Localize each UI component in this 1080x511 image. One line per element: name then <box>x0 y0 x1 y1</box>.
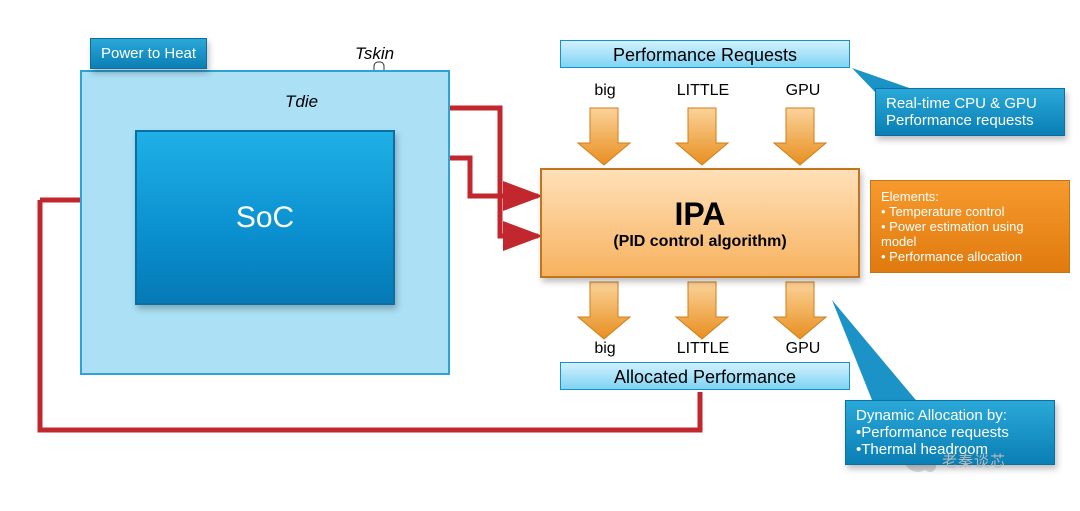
soc-block: SoC <box>135 130 395 305</box>
callout-dyn-title: Dynamic Allocation by: <box>856 407 1044 424</box>
tdie-label: Tdie <box>285 92 318 112</box>
col-in-gpu: GPU <box>778 82 828 100</box>
col-in-little: LITTLE <box>668 82 738 100</box>
col-out-big: big <box>580 340 630 358</box>
arrows-in <box>578 108 826 165</box>
ipa-block: IPA (PID control algorithm) <box>540 168 860 278</box>
callout-power-to-heat: Power to Heat <box>90 38 207 69</box>
alloc-perf-bar: Allocated Performance <box>560 362 850 390</box>
callout-rt-l1: Real-time CPU & GPU <box>886 95 1054 112</box>
col-in-big: big <box>580 82 630 100</box>
callout-rt-l2: Performance requests <box>886 112 1054 129</box>
soc-label: SoC <box>137 201 393 235</box>
col-out-little: LITTLE <box>668 340 738 358</box>
ipa-subtitle: (PID control algorithm) <box>613 233 786 251</box>
callout-elem-1: • Temperature control <box>881 204 1059 219</box>
perf-requests-bar: Performance Requests <box>560 40 850 68</box>
ipa-title: IPA <box>675 196 726 233</box>
diagram-canvas: SoC Tdie Tskin Performance Requests big … <box>0 0 1080 511</box>
callout-elem-2: • Power estimation using model <box>881 219 1059 249</box>
arrows-out <box>578 282 826 339</box>
callout-dyn-1: •Performance requests <box>856 424 1044 441</box>
watermark-text: 老秦谈芯 <box>942 450 1006 471</box>
callout-elem-3: • Performance allocation <box>881 249 1059 264</box>
callout-elem-title: Elements: <box>881 189 1059 204</box>
callout-realtime: Real-time CPU & GPU Performance requests <box>875 88 1065 136</box>
callout-elements: Elements: • Temperature control • Power … <box>870 180 1070 273</box>
callout-power-text: Power to Heat <box>101 45 196 62</box>
tskin-label: Tskin <box>355 44 394 64</box>
col-out-gpu: GPU <box>778 340 828 358</box>
